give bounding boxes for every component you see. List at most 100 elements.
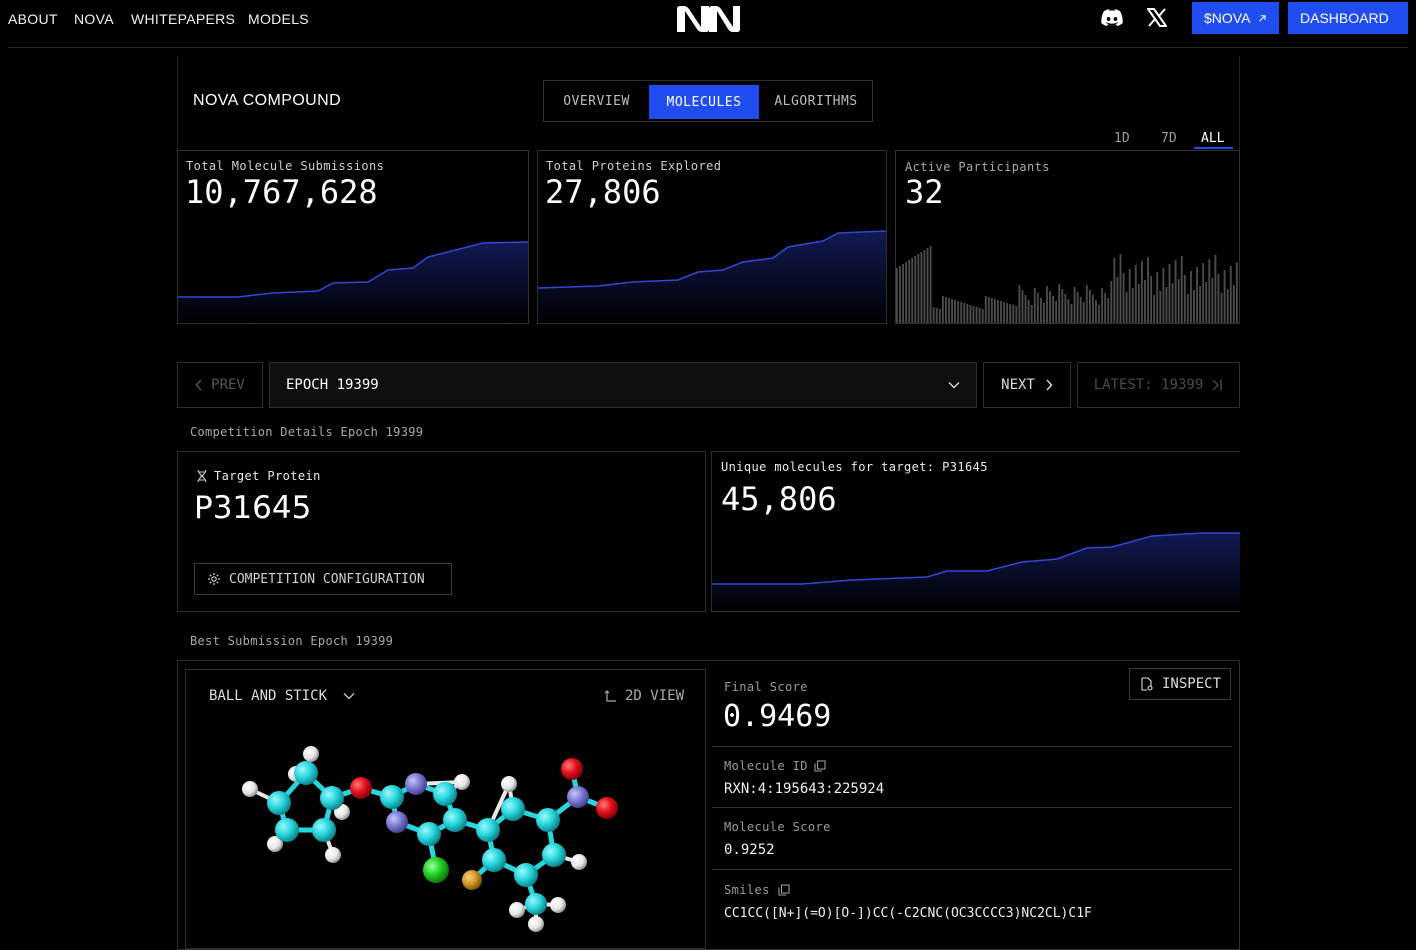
tab-molecules[interactable]: MOLECULES	[649, 85, 759, 119]
participant-bar	[1098, 305, 1100, 323]
molecule-id-label: Molecule ID	[724, 759, 808, 773]
participant-bar	[1095, 300, 1097, 323]
participant-bar	[1159, 291, 1162, 323]
molecule-viewer[interactable]: BALL AND STICK 2D VIEW	[185, 669, 706, 949]
participant-bar	[1226, 289, 1229, 323]
participant-bar	[896, 268, 898, 323]
view-2d-button[interactable]: 2D VIEW	[604, 688, 684, 704]
participant-bar	[1190, 271, 1192, 323]
participant-bar	[1202, 263, 1205, 323]
participant-bar	[1156, 272, 1159, 323]
submissions-chart	[178, 241, 528, 323]
participant-bar	[1162, 268, 1165, 323]
participant-bar	[1046, 286, 1048, 323]
participant-bar	[1101, 288, 1104, 323]
tab-overview[interactable]: OVERVIEW	[563, 93, 630, 109]
participant-bar	[929, 246, 932, 323]
participants-label: Active Participants	[905, 160, 1050, 174]
copy-icon[interactable]	[814, 760, 826, 772]
inspect-label: INSPECT	[1162, 676, 1222, 692]
tab-algorithms[interactable]: ALGORITHMS	[774, 93, 858, 109]
nav-link-whitepapers[interactable]: WHITEPAPERS	[131, 11, 236, 27]
participant-bar	[1153, 295, 1156, 323]
participant-bar	[923, 250, 926, 323]
range-7d[interactable]: 7D	[1161, 131, 1177, 146]
final-score-label: Final Score	[724, 680, 808, 694]
participant-bar	[1147, 257, 1149, 323]
participant-bar	[1067, 299, 1070, 323]
arrow-up-right-icon	[1259, 14, 1266, 22]
participant-bar	[911, 258, 914, 323]
nav-link-about[interactable]: ABOUT	[8, 11, 58, 27]
unique-molecules-value: 45,806	[721, 480, 837, 518]
smiles-header: Smiles	[724, 883, 790, 897]
submissions-label: Total Molecule Submissions	[186, 159, 385, 173]
participant-bar	[1131, 288, 1134, 323]
corner-arrow-icon	[604, 689, 616, 702]
next-button[interactable]: NEXT	[983, 362, 1071, 408]
competition-config-label: COMPETITION CONFIGURATION	[229, 571, 425, 587]
participant-bar	[935, 308, 938, 323]
participant-bar	[981, 309, 984, 323]
x-icon[interactable]	[1147, 8, 1167, 27]
participant-bar	[1119, 254, 1122, 323]
prev-button[interactable]: PREV	[177, 362, 263, 408]
nova-button[interactable]: $NOVA	[1192, 2, 1279, 34]
page-title: NOVA COMPOUND	[193, 92, 342, 109]
participant-bar	[1055, 301, 1058, 323]
epoch-select[interactable]: EPOCH 19399	[269, 362, 977, 408]
nav-link-nova[interactable]: NOVA	[74, 11, 114, 27]
chevron-left-icon	[195, 379, 202, 391]
participant-bar	[1196, 267, 1198, 323]
participant-bar	[1024, 295, 1027, 323]
chevron-right-icon	[1046, 379, 1053, 391]
participant-bar	[1009, 304, 1012, 323]
unique-molecules-card: Unique molecules for target: P31645 45,8…	[711, 451, 1240, 612]
participant-bar	[1030, 305, 1033, 323]
participant-bar	[1134, 265, 1137, 323]
participant-bar	[1150, 276, 1153, 323]
proteins-chart	[538, 230, 886, 323]
discord-icon[interactable]	[1100, 9, 1124, 27]
view-mode-dropdown[interactable]: BALL AND STICK	[209, 688, 355, 704]
participant-bar	[1058, 284, 1061, 323]
participant-bar	[1006, 303, 1009, 323]
participant-bar	[945, 297, 947, 323]
participant-bar	[1217, 274, 1220, 323]
participant-bar	[1043, 303, 1045, 323]
molecule-3d-render	[242, 746, 618, 932]
participant-bar	[997, 300, 999, 323]
participant-bar	[1015, 306, 1018, 323]
final-score-value: 0.9469	[723, 699, 832, 734]
competition-config-button[interactable]: COMPETITION CONFIGURATION	[194, 563, 452, 595]
nav-link-models[interactable]: MODELS	[248, 11, 309, 27]
range-active-indicator	[1194, 147, 1233, 149]
unique-molecules-chart	[712, 532, 1240, 611]
panel-border-right	[1239, 56, 1240, 150]
participant-bar	[1165, 287, 1168, 323]
latest-button-label: LATEST: 19399	[1093, 377, 1204, 393]
participant-bar	[932, 307, 935, 323]
participant-bar	[1183, 275, 1186, 323]
molecule-id-value: RXN:4:195643:225924	[724, 781, 885, 797]
smiles-label: Smiles	[724, 883, 770, 897]
dashboard-button[interactable]: DASHBOARD	[1288, 2, 1408, 34]
latest-button[interactable]: LATEST: 19399	[1077, 362, 1240, 408]
participant-bar	[1144, 280, 1146, 323]
gear-icon	[208, 573, 220, 585]
target-protein-value: P31645	[194, 490, 312, 526]
inspect-button[interactable]: INSPECT	[1129, 668, 1231, 700]
participant-bar	[908, 260, 911, 323]
participant-bar	[957, 301, 960, 323]
range-1d[interactable]: 1D	[1114, 131, 1130, 146]
nova-button-label: $NOVA	[1204, 10, 1251, 26]
logo[interactable]	[674, 3, 742, 35]
participant-bar	[1027, 300, 1030, 323]
unique-molecules-label: Unique molecules for target: P31645	[721, 460, 988, 474]
view-tabs: OVERVIEW MOLECULES ALGORITHMS	[543, 80, 873, 122]
epoch-select-value: EPOCH 19399	[286, 377, 379, 393]
range-all[interactable]: ALL	[1201, 131, 1225, 146]
copy-icon[interactable]	[778, 884, 790, 896]
participant-bar	[1033, 288, 1036, 323]
participant-bar	[1208, 259, 1211, 323]
